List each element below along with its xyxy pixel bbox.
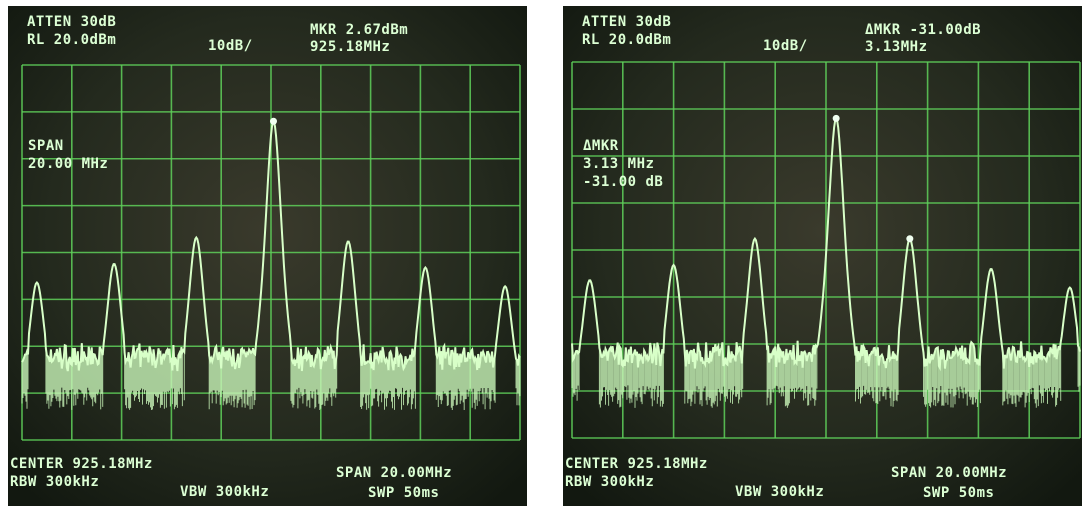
- annotation: 20.00 MHz: [28, 156, 108, 172]
- annotation: -31.00 dB: [583, 174, 663, 190]
- annotation: 3.13 MHz: [583, 156, 654, 172]
- screenshot: ATTEN 30dB RL 20.0dBm 10dB/MKR 2.67dBm925.…: [0, 0, 1082, 506]
- vbw: VBW 300kHz: [735, 484, 824, 500]
- annotation: ΔMKR: [583, 138, 619, 154]
- marker-frequency: 925.18MHz: [310, 39, 390, 55]
- atten: ATTEN 30dB: [582, 14, 671, 30]
- scale: 10dB/: [208, 38, 253, 54]
- screen-right: [563, 6, 1082, 506]
- ref-level: RL 20.0dBm: [582, 32, 671, 48]
- atten: ATTEN 30dB: [27, 14, 116, 30]
- marker: [906, 235, 913, 242]
- rbw: RBW 300kHz: [565, 474, 654, 490]
- span: SPAN 20.00MHz: [336, 465, 452, 481]
- rbw: RBW 300kHz: [10, 474, 99, 490]
- ref-level: RL 20.0dBm: [27, 32, 116, 48]
- page: ATTEN 30dB RL 20.0dBm 10dB/MKR 2.67dBm925.…: [0, 0, 1082, 506]
- sweep: SWP 50ms: [368, 485, 439, 501]
- screen-left: [8, 6, 527, 506]
- marker: [833, 115, 840, 122]
- center-frequency: CENTER 925.18MHz: [10, 456, 153, 472]
- sweep: SWP 50ms: [923, 485, 994, 501]
- center-frequency: CENTER 925.18MHz: [565, 456, 708, 472]
- vbw: VBW 300kHz: [180, 484, 269, 500]
- span: SPAN 20.00MHz: [891, 465, 1007, 481]
- marker-readout: MKR 2.67dBm: [310, 22, 408, 38]
- marker-readout: ΔMKR -31.00dB: [865, 22, 981, 38]
- scale: 10dB/: [763, 38, 808, 54]
- marker: [270, 118, 277, 125]
- annotation: SPAN: [28, 138, 64, 154]
- marker-frequency: 3.13MHz: [865, 39, 928, 55]
